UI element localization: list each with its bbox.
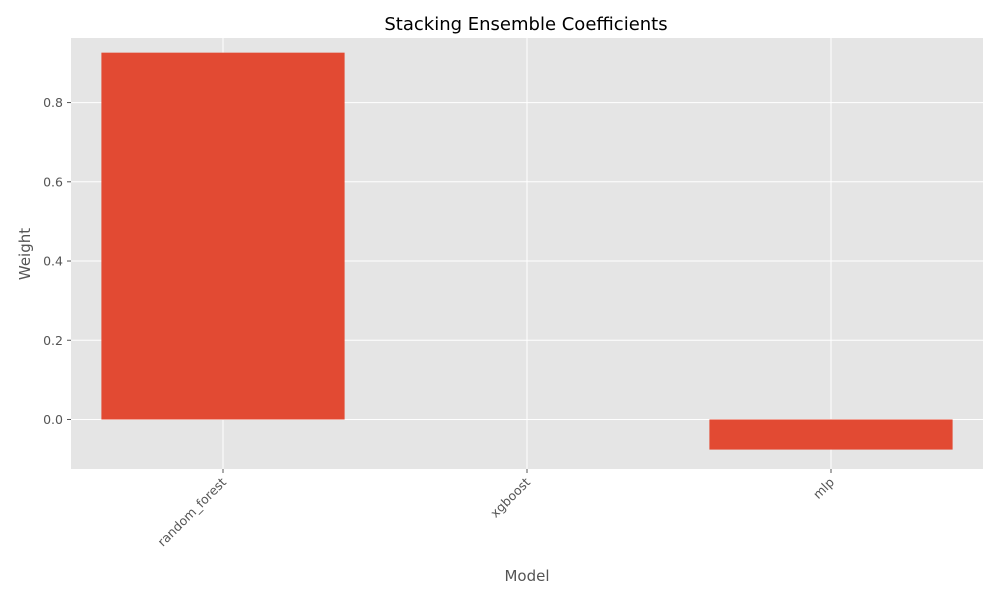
bars — [101, 52, 953, 450]
y-tick-label: 0.4 — [43, 254, 63, 269]
x-axis-label: Model — [504, 567, 549, 585]
y-tick-label: 0.0 — [43, 412, 63, 427]
x-tick-label: random_forest — [154, 474, 229, 549]
x-tick-label: xgboost — [487, 474, 533, 520]
y-tick-label: 0.2 — [43, 333, 63, 348]
chart-title: Stacking Ensemble Coefficients — [384, 14, 667, 35]
y-axis-label: Weight — [16, 228, 34, 280]
bar-random-forest — [101, 52, 345, 420]
bar-mlp — [709, 419, 953, 450]
x-tick-label: mlp — [810, 474, 837, 501]
y-tick-label: 0.8 — [43, 95, 63, 110]
y-tick-label: 0.6 — [43, 174, 63, 189]
